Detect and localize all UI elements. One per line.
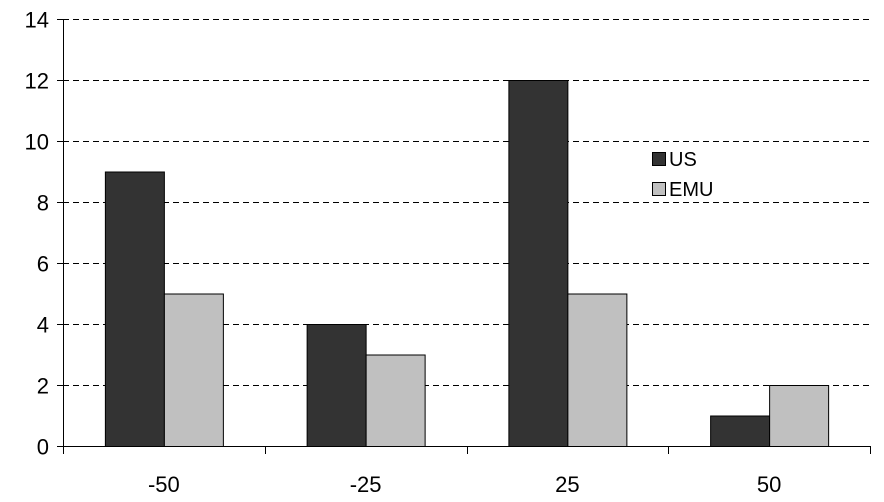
y-tick-label: 0: [37, 435, 49, 460]
y-tick-label: 8: [37, 191, 49, 216]
y-tick-label: 14: [25, 8, 49, 33]
y-tick-label: 10: [25, 130, 49, 155]
legend-label-us: US: [669, 149, 697, 171]
y-tick-label: 6: [37, 252, 49, 277]
bar-us-4: [710, 415, 771, 447]
y-tick-label: 4: [37, 313, 49, 338]
bar-us-1: [104, 171, 165, 447]
y-tick-label: 2: [37, 374, 49, 399]
axes: [57, 19, 871, 454]
y-tick-label: 12: [25, 69, 49, 94]
legend-label-emu: EMU: [669, 179, 713, 201]
bars: [104, 80, 830, 447]
x-tick-label: 50: [757, 472, 781, 497]
bar-us-3: [508, 80, 569, 447]
bar-emu-2: [365, 354, 426, 447]
legend-swatch-us: [652, 152, 666, 166]
tick-labels: 0 2 4 6 8 10 12 14 -50 -25 25 50: [25, 8, 782, 498]
legend: US EMU: [652, 149, 713, 201]
bar-emu-4: [769, 385, 830, 447]
legend-swatch-emu: [652, 182, 666, 196]
x-tick-label: -50: [148, 472, 180, 497]
bar-emu-3: [567, 293, 628, 447]
bar-emu-1: [163, 293, 224, 447]
bar-us-2: [306, 324, 367, 447]
x-tick-label: 25: [555, 472, 579, 497]
x-tick-label: -25: [350, 472, 382, 497]
